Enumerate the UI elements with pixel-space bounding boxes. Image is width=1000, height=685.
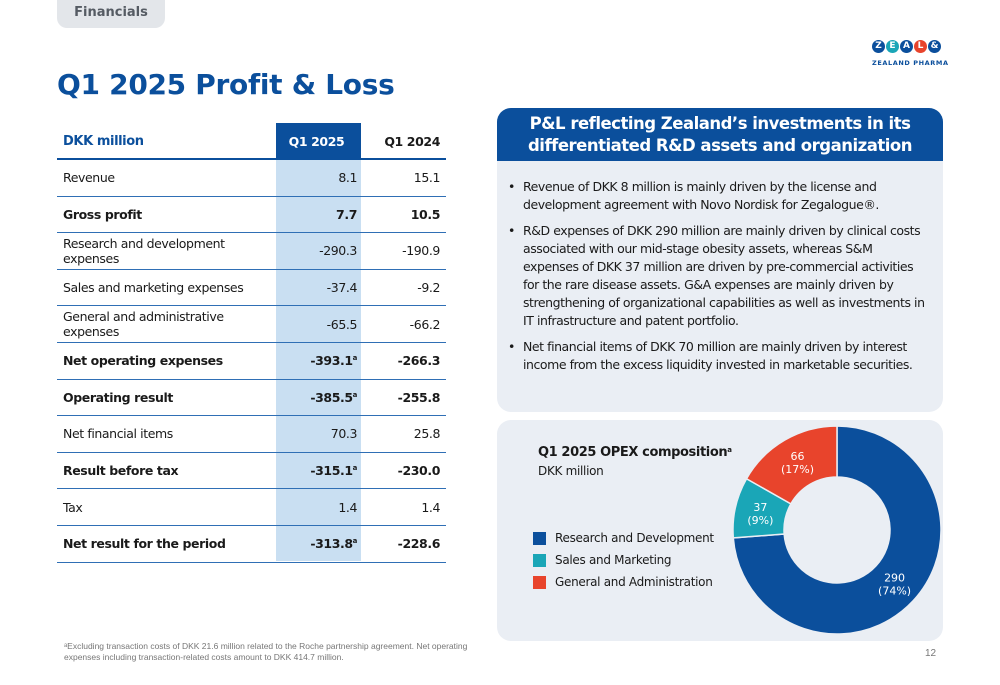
legend-item: General and Administration — [533, 571, 714, 593]
row-value-q1-2025: -65.5 — [326, 316, 358, 332]
row-value-q1-2024: -66.2 — [409, 316, 441, 332]
opex-donut-chart: 290(74%) 37(9%) 66(17%) — [732, 425, 942, 635]
header-q1-2025: Q1 2025 — [276, 123, 361, 159]
bullet-expenses: R&D expenses of DKK 290 million are main… — [508, 222, 929, 330]
footnote-marker: a — [352, 390, 358, 399]
row-label: Net result for the period — [63, 536, 226, 552]
donut-slice — [732, 425, 942, 635]
footnote-marker: a — [352, 464, 358, 473]
section-tab: Financials — [57, 0, 165, 28]
legend-swatch — [533, 575, 546, 589]
footnote: ᵃExcluding transaction costs of DKK 21.6… — [64, 641, 468, 662]
legend-label: Sales and Marketing — [555, 553, 672, 567]
row-value-q1-2025: 8.1 — [338, 170, 357, 186]
legend-swatch — [533, 553, 546, 567]
zealand-logo: Z E A L & ZEALAND PHARMA — [872, 40, 949, 76]
logo-letters: Z E A L & — [872, 40, 944, 53]
row-value-q1-2024: 25.8 — [413, 426, 441, 442]
table-row: Tax 1.4 1.4 — [57, 489, 446, 526]
commentary-bullets: Revenue of DKK 8 million is mainly drive… — [497, 161, 943, 374]
row-label: Research and development expenses — [63, 235, 225, 266]
logo-letter: L — [914, 40, 927, 53]
row-value-q1-2024: -190.9 — [402, 243, 440, 259]
logo-letter: & — [928, 40, 941, 53]
footnote-marker: a — [352, 537, 358, 546]
row-value-q1-2025: 70.3 — [330, 426, 358, 442]
slice-percent-label: (17%) — [781, 463, 814, 476]
commentary-panel: P&L reflecting Zealand’s investments in … — [497, 108, 943, 412]
bullet-revenue: Revenue of DKK 8 million is mainly drive… — [508, 178, 929, 214]
page-title: Q1 2025 Profit & Loss — [57, 68, 395, 101]
table-row: Gross profit 7.7 10.5 — [57, 197, 446, 234]
table-header-row: DKK million Q1 2025 Q1 2024 — [57, 123, 446, 160]
row-label: Result before tax — [63, 463, 179, 479]
bullet-financial-items: Net financial items of DKK 70 million ar… — [508, 338, 929, 374]
row-value-q1-2025: -37.4 — [326, 280, 358, 296]
row-value-q1-2024: 1.4 — [421, 499, 440, 515]
logo-letter: Z — [872, 40, 885, 53]
row-label: Operating result — [63, 389, 173, 405]
legend-item: Research and Development — [533, 527, 714, 549]
footnote-marker: a — [352, 354, 358, 363]
row-value-q1-2025: 7.7 — [336, 206, 357, 222]
row-value-q1-2024: 10.5 — [410, 206, 441, 222]
slice-percent-label: (74%) — [878, 584, 911, 597]
table-row: General and administrative expenses -65.5… — [57, 306, 446, 343]
legend-item: Sales and Marketing — [533, 549, 714, 571]
table-row: Net operating expenses -393.1a -266.3 — [57, 343, 446, 380]
row-label: Net operating expenses — [63, 353, 223, 369]
table-row: Revenue 8.1 15.1 — [57, 160, 446, 197]
header-q1-2024: Q1 2024 — [384, 133, 440, 149]
row-value-q1-2025: 1.4 — [338, 499, 357, 515]
slice-value-label: 37 — [753, 501, 767, 514]
row-value-q1-2025: -313.8a — [310, 536, 358, 552]
row-label: Net financial items — [63, 426, 173, 442]
commentary-header: P&L reflecting Zealand’s investments in … — [497, 108, 943, 161]
table-row: Result before tax -315.1a -230.0 — [57, 453, 446, 490]
row-value-q1-2024: -255.8 — [397, 389, 441, 405]
row-value-q1-2025: -393.1a — [310, 353, 358, 369]
opex-chart-panel: Q1 2025 OPEX compositiona DKK million Re… — [497, 420, 943, 641]
chart-title: Q1 2025 OPEX compositiona — [538, 445, 732, 460]
row-value-q1-2024: -228.6 — [397, 536, 441, 552]
slice-value-label: 290 — [884, 571, 905, 584]
row-label: Sales and marketing expenses — [63, 280, 244, 296]
chart-legend: Research and Development Sales and Market… — [533, 527, 714, 593]
row-value-q1-2024: 15.1 — [413, 170, 441, 186]
header-label: DKK million — [63, 133, 144, 149]
table-row: Net result for the period -313.8a -228.6 — [57, 526, 446, 563]
legend-swatch — [533, 531, 546, 545]
table-row: Operating result -385.5a -255.8 — [57, 380, 446, 417]
row-value-q1-2025: -290.3 — [319, 243, 357, 259]
donut-slice — [745, 425, 838, 505]
slice-percent-label: (9%) — [747, 514, 773, 527]
table-row: Sales and marketing expenses -37.4 -9.2 — [57, 270, 446, 307]
table-row: Research and development expenses -290.3 -… — [57, 233, 446, 270]
page-number: 12 — [925, 648, 937, 659]
logo-letter: A — [900, 40, 913, 53]
row-value-q1-2025: -315.1a — [310, 463, 358, 479]
row-label: General and administrative expenses — [63, 309, 224, 340]
row-value-q1-2024: -230.0 — [397, 463, 441, 479]
legend-label: Research and Development — [555, 531, 714, 545]
slice-value-label: 66 — [790, 450, 804, 463]
row-label: Gross profit — [63, 206, 142, 222]
row-value-q1-2024: -9.2 — [417, 280, 440, 296]
table-body: Revenue 8.1 15.1 Gross profit 7.7 10.5 Researc… — [57, 160, 446, 563]
row-label: Revenue — [63, 170, 115, 186]
row-label: Tax — [63, 499, 83, 515]
chart-subtitle: DKK million — [538, 464, 604, 478]
row-value-q1-2025: -385.5a — [310, 389, 358, 405]
chart-title-note: a — [727, 446, 732, 454]
logo-subtitle: ZEALAND PHARMA — [872, 59, 949, 67]
logo-letter: E — [886, 40, 899, 53]
pl-table: DKK million Q1 2025 Q1 2024 Revenue 8.1 15… — [57, 123, 446, 563]
chart-title-text: Q1 2025 OPEX composition — [538, 445, 728, 460]
row-value-q1-2024: -266.3 — [397, 353, 441, 369]
legend-label: General and Administration — [555, 575, 713, 589]
table-row: Net financial items 70.3 25.8 — [57, 416, 446, 453]
